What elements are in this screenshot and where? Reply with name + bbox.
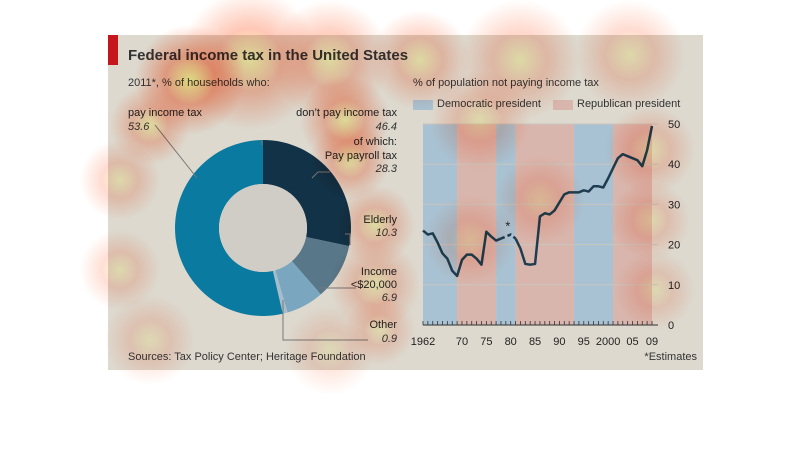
president-band-1	[457, 124, 497, 325]
x-tick-label-95: 95	[578, 336, 590, 348]
president-band-0	[423, 124, 458, 325]
y-tick-label-20: 20	[668, 240, 680, 252]
president-band-3	[515, 124, 575, 325]
president-band-4	[574, 124, 614, 325]
y-tick-label-40: 40	[668, 159, 680, 171]
x-tick-label-90: 90	[553, 336, 565, 348]
y-tick-label-10: 10	[668, 280, 680, 292]
y-tick-label-30: 30	[668, 199, 680, 211]
x-tick-label-09: 09	[646, 336, 658, 348]
x-tick-label-1962: 1962	[411, 336, 435, 348]
estimate-star: *	[505, 219, 510, 234]
leader-pay	[154, 124, 198, 179]
y-tick-label-0: 0	[668, 320, 674, 332]
x-tick-label-85: 85	[529, 336, 541, 348]
x-tick-label-80: 80	[505, 336, 517, 348]
donut-hole	[219, 184, 307, 272]
y-tick-label-50: 50	[668, 119, 680, 131]
x-tick-label-2000: 2000	[596, 336, 620, 348]
x-tick-label-05: 05	[626, 336, 638, 348]
x-tick-label-70: 70	[456, 336, 468, 348]
x-tick-label-75: 75	[480, 336, 492, 348]
